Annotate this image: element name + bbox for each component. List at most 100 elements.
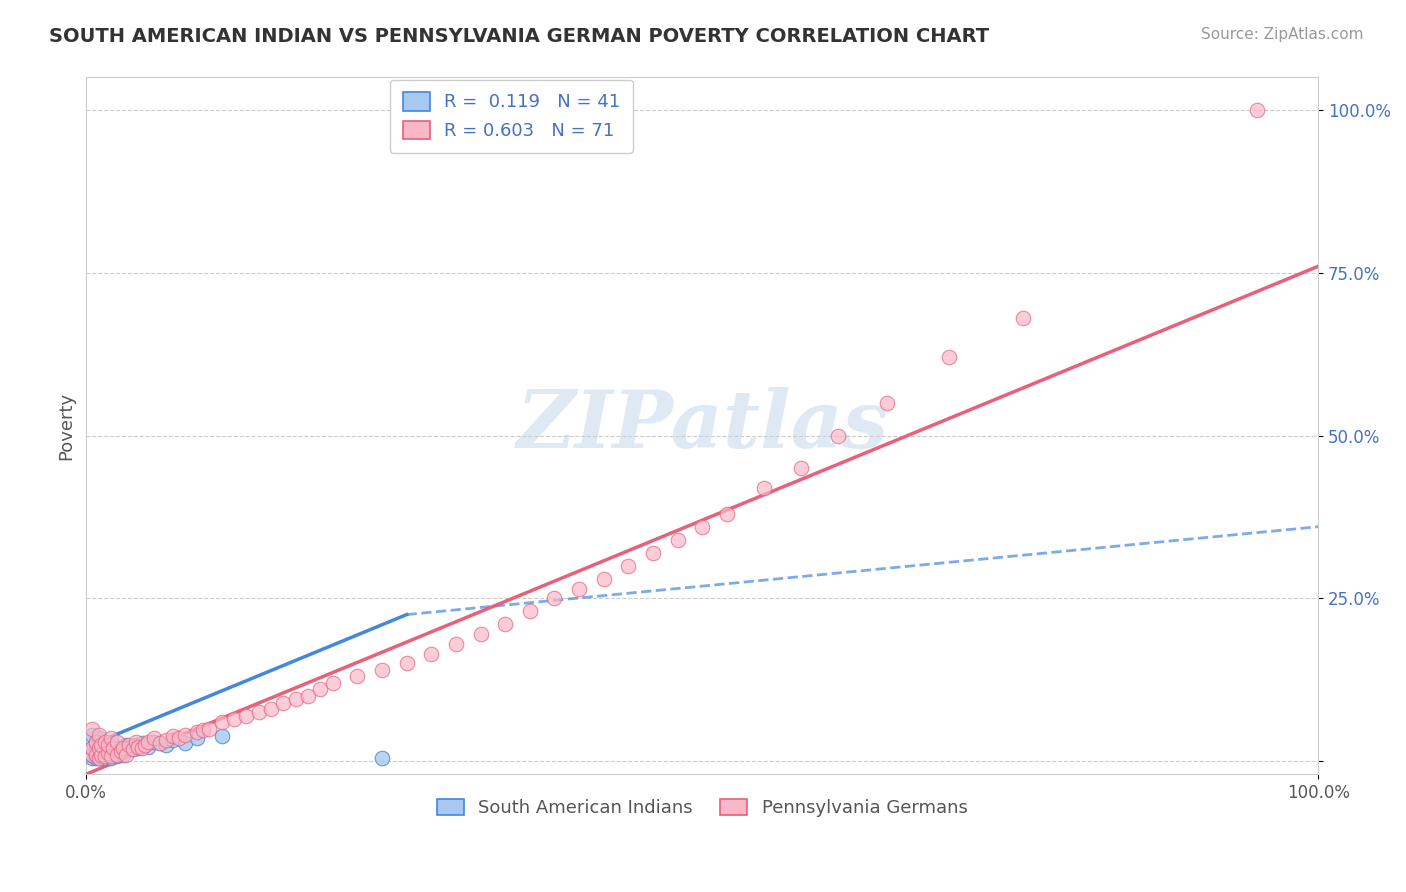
- Legend: South American Indians, Pennsylvania Germans: South American Indians, Pennsylvania Ger…: [430, 791, 974, 824]
- Point: [1246, 103, 1268, 117]
- Point: [322, 676, 344, 690]
- Point: [94, 751, 117, 765]
- Point: [97, 746, 120, 760]
- Y-axis label: Poverty: Poverty: [58, 392, 75, 460]
- Point: [470, 627, 492, 641]
- Point: [90, 738, 112, 752]
- Point: [94, 748, 117, 763]
- Point: [97, 738, 120, 752]
- Point: [167, 731, 190, 746]
- Point: [617, 558, 640, 573]
- Point: [395, 657, 418, 671]
- Point: [87, 751, 110, 765]
- Point: [122, 742, 145, 756]
- Point: [149, 736, 172, 750]
- Point: [94, 734, 117, 748]
- Point: [122, 742, 145, 756]
- Point: [136, 734, 159, 748]
- Point: [87, 747, 110, 762]
- Point: [149, 736, 172, 750]
- Point: [235, 708, 257, 723]
- Point: [716, 507, 738, 521]
- Point: [82, 751, 104, 765]
- Text: ZIPatlas: ZIPatlas: [516, 387, 889, 465]
- Point: [84, 734, 107, 748]
- Point: [371, 663, 394, 677]
- Point: [118, 741, 141, 756]
- Point: [82, 722, 104, 736]
- Point: [284, 692, 307, 706]
- Point: [82, 741, 104, 756]
- Point: [162, 733, 184, 747]
- Point: [100, 748, 122, 763]
- Point: [420, 647, 443, 661]
- Point: [103, 746, 125, 760]
- Text: Source: ZipAtlas.com: Source: ZipAtlas.com: [1201, 27, 1364, 42]
- Point: [641, 546, 664, 560]
- Point: [124, 734, 146, 748]
- Point: [110, 744, 132, 758]
- Point: [346, 669, 368, 683]
- Point: [87, 751, 110, 765]
- Point: [84, 751, 107, 765]
- Point: [114, 747, 136, 762]
- Point: [193, 723, 215, 737]
- Point: [110, 744, 132, 758]
- Point: [519, 604, 541, 618]
- Point: [211, 714, 233, 729]
- Point: [100, 731, 122, 746]
- Text: SOUTH AMERICAN INDIAN VS PENNSYLVANIA GERMAN POVERTY CORRELATION CHART: SOUTH AMERICAN INDIAN VS PENNSYLVANIA GE…: [49, 27, 990, 45]
- Point: [84, 747, 107, 762]
- Point: [105, 741, 128, 756]
- Point: [105, 747, 128, 762]
- Point: [752, 481, 775, 495]
- Point: [134, 738, 156, 752]
- Point: [876, 396, 898, 410]
- Point: [790, 461, 813, 475]
- Point: [260, 702, 283, 716]
- Point: [143, 731, 166, 746]
- Point: [84, 734, 107, 748]
- Point: [82, 728, 104, 742]
- Point: [173, 728, 195, 742]
- Point: [87, 728, 110, 742]
- Point: [103, 741, 125, 756]
- Point: [100, 742, 122, 756]
- Point: [131, 736, 153, 750]
- Point: [162, 730, 184, 744]
- Point: [198, 722, 221, 736]
- Point: [105, 734, 128, 748]
- Point: [273, 696, 295, 710]
- Point: [97, 741, 120, 756]
- Point: [1011, 311, 1033, 326]
- Point: [371, 751, 394, 765]
- Point: [105, 748, 128, 763]
- Point: [90, 747, 112, 762]
- Point: [173, 736, 195, 750]
- Point: [494, 617, 516, 632]
- Point: [938, 351, 960, 365]
- Point: [127, 739, 149, 754]
- Point: [186, 724, 208, 739]
- Point: [90, 748, 112, 763]
- Point: [82, 741, 104, 756]
- Point: [690, 519, 713, 533]
- Point: [143, 734, 166, 748]
- Point: [112, 747, 135, 762]
- Point: [114, 738, 136, 752]
- Point: [84, 744, 107, 758]
- Point: [211, 730, 233, 744]
- Point: [118, 738, 141, 752]
- Point: [297, 689, 319, 703]
- Point: [186, 731, 208, 746]
- Point: [592, 572, 614, 586]
- Point: [543, 591, 565, 606]
- Point: [827, 428, 849, 442]
- Point: [127, 741, 149, 756]
- Point: [94, 734, 117, 748]
- Point: [124, 738, 146, 752]
- Point: [444, 637, 467, 651]
- Point: [82, 747, 104, 762]
- Point: [90, 738, 112, 752]
- Point: [155, 733, 177, 747]
